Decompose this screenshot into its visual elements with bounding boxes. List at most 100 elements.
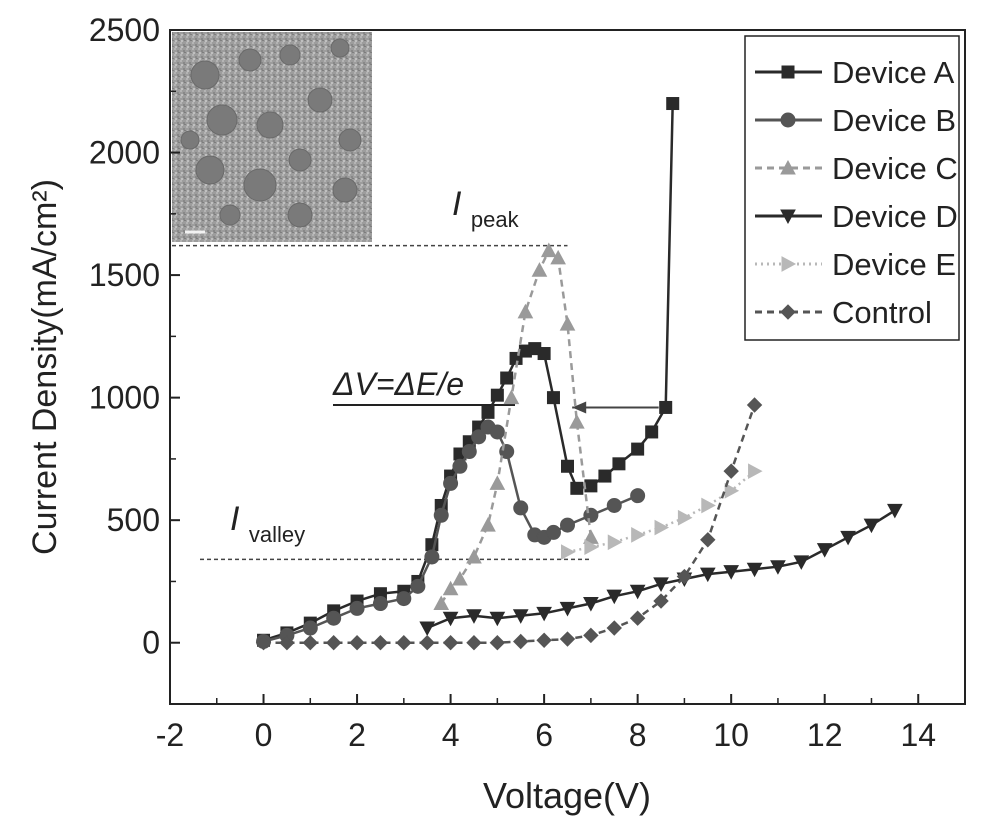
data-point	[746, 397, 763, 413]
nanoparticle	[238, 48, 262, 72]
legend-label: Device C	[832, 151, 958, 186]
data-point	[887, 503, 903, 519]
legend-item: Control	[755, 295, 932, 330]
x-tick-label: 4	[442, 717, 460, 753]
data-point	[653, 593, 669, 609]
peak-subscript: peak	[471, 207, 520, 232]
plot-frame	[169, 29, 966, 705]
data-point	[559, 601, 576, 617]
data-point	[583, 507, 599, 523]
data-point	[442, 635, 459, 651]
legend-marker	[780, 159, 796, 175]
series-device-d	[419, 503, 903, 637]
data-point	[561, 459, 574, 473]
data-point	[396, 635, 412, 651]
data-point	[631, 442, 645, 456]
series-control	[255, 397, 763, 651]
data-point	[349, 635, 365, 651]
x-axis-label: Voltage(V)	[483, 775, 651, 816]
data-point	[659, 400, 673, 414]
data-point	[513, 500, 529, 516]
data-point	[560, 517, 575, 533]
data-point	[570, 481, 584, 495]
x-tick-label: 10	[713, 717, 749, 753]
nanoparticle	[287, 202, 313, 228]
legend-label: Device D	[832, 199, 958, 234]
data-point	[452, 570, 468, 586]
data-point	[489, 635, 506, 651]
data-point	[442, 580, 459, 596]
x-axis: -2 0 2 4 6 8 10 12 14	[156, 694, 936, 753]
series-device-c	[433, 242, 599, 611]
data-point	[466, 635, 482, 651]
legend-item: Device B	[755, 103, 956, 138]
nanoparticle	[219, 204, 241, 226]
nanoparticle	[190, 60, 220, 90]
data-point	[700, 532, 716, 548]
data-point	[481, 405, 495, 419]
data-point	[584, 539, 599, 555]
data-point	[569, 414, 585, 429]
x-tick-label: 12	[807, 717, 843, 753]
legend-label: Device E	[832, 247, 956, 282]
y-tick-label: 2000	[89, 135, 160, 171]
legend-label: Device A	[832, 55, 955, 90]
data-point	[770, 560, 786, 575]
data-point	[666, 97, 680, 111]
delta-v-annotation: ΔV=ΔE/e	[332, 366, 515, 406]
data-point	[410, 578, 426, 594]
series-line	[263, 404, 756, 644]
data-point	[461, 444, 477, 460]
data-point	[629, 610, 646, 626]
data-point	[612, 457, 626, 471]
legend-marker	[781, 256, 797, 272]
data-point	[302, 620, 318, 636]
data-point	[536, 606, 552, 622]
data-point	[561, 544, 576, 560]
data-point	[500, 371, 514, 385]
x-tick-label: 6	[535, 717, 553, 753]
svg-text:I peak: I peak	[452, 185, 520, 232]
data-point	[654, 519, 670, 536]
data-point	[443, 475, 459, 491]
data-point	[540, 242, 557, 258]
data-point	[583, 597, 599, 612]
data-point	[606, 589, 623, 605]
data-point	[512, 609, 529, 624]
data-point	[513, 633, 529, 650]
data-point	[372, 596, 388, 612]
data-point	[536, 632, 552, 648]
y-tick-label: 500	[107, 502, 160, 538]
y-axis-label: Current Density(mA/cm²)	[26, 179, 64, 555]
peak-annotation: I peak	[452, 185, 520, 232]
valley-symbol: I	[230, 500, 240, 538]
data-point	[701, 497, 716, 514]
data-point	[424, 549, 440, 565]
y-axis: 0 500 1000 1500 2000 2500	[89, 12, 180, 705]
x-tick-label: 0	[255, 717, 273, 753]
legend-item: Device D	[755, 199, 958, 234]
nanoparticle	[330, 38, 350, 58]
data-point	[480, 517, 496, 532]
data-point	[607, 534, 623, 551]
nanoparticle	[206, 104, 238, 136]
data-point	[676, 568, 693, 585]
data-point	[863, 518, 880, 534]
x-tick-label: 8	[629, 717, 647, 753]
data-point	[419, 621, 436, 637]
data-point	[326, 610, 342, 626]
svg-text:I valley: I valley	[230, 500, 305, 547]
data-point	[550, 249, 566, 265]
y-tick-label: 1500	[89, 257, 160, 293]
legend-item: Device A	[755, 55, 955, 90]
data-point	[489, 611, 506, 627]
legend: Device A Device B Device C Device D Device E…	[744, 35, 960, 341]
data-point	[489, 475, 506, 490]
data-point	[452, 458, 468, 474]
series-layer	[255, 97, 903, 651]
data-point	[793, 555, 810, 570]
valley-annotation: I valley	[230, 500, 305, 547]
data-point	[442, 611, 459, 627]
data-point	[748, 463, 763, 480]
